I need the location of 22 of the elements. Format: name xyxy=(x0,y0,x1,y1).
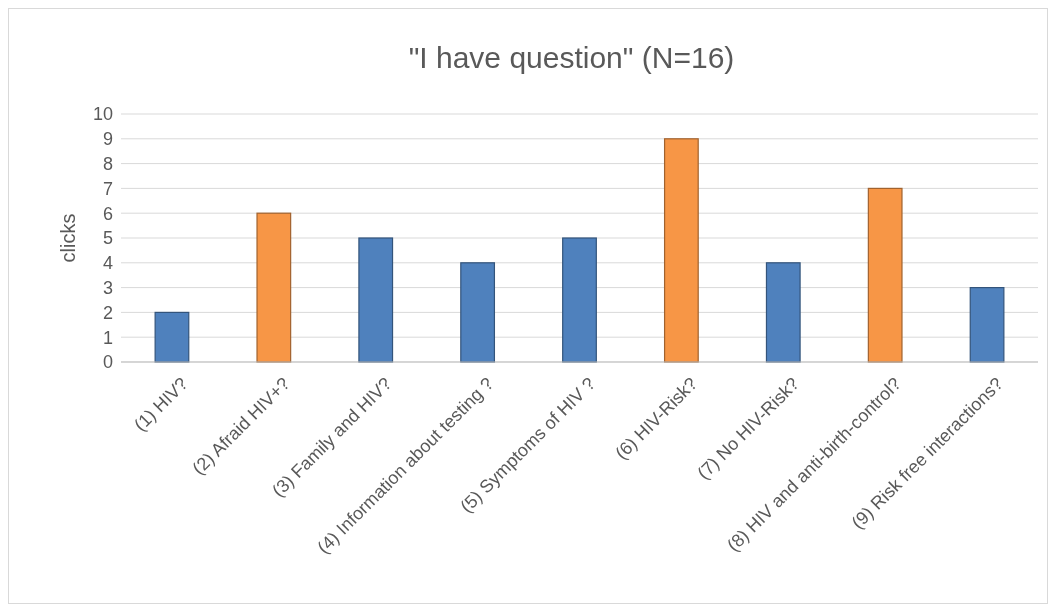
y-tick-label: 8 xyxy=(102,153,113,174)
bar xyxy=(562,237,597,363)
bar xyxy=(663,138,699,363)
bar xyxy=(867,187,903,363)
bar xyxy=(460,262,496,363)
y-tick-label: 9 xyxy=(102,129,113,150)
chart-title: "I have question" (N=16) xyxy=(408,41,735,74)
bar xyxy=(256,212,292,363)
bar xyxy=(358,237,394,363)
bar xyxy=(765,262,801,363)
y-tick-label: 4 xyxy=(102,253,113,274)
y-axis-title: clicks xyxy=(57,213,79,263)
y-tick-label: 1 xyxy=(102,327,113,348)
y-tick-label: 5 xyxy=(102,228,113,249)
y-tick-label: 0 xyxy=(102,352,113,373)
y-tick-label: 3 xyxy=(102,277,113,298)
bar xyxy=(969,287,1005,363)
y-tick-label: 7 xyxy=(102,178,113,199)
y-tick-label: 10 xyxy=(92,104,113,125)
bar xyxy=(154,311,190,363)
y-tick-label: 6 xyxy=(102,203,113,224)
y-tick-label: 2 xyxy=(102,302,113,323)
